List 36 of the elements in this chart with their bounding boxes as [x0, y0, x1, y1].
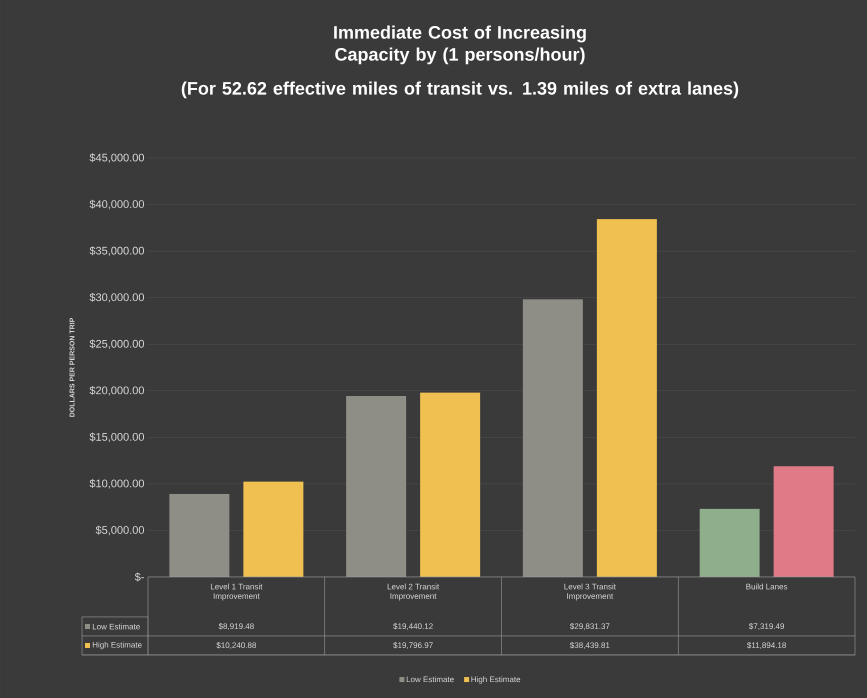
data-label: $38,439.81 — [570, 642, 610, 649]
data-label: $10,240.88 — [216, 642, 256, 649]
y-tick-label: $15,000.00 — [90, 432, 144, 442]
data-label: $19,796.97 — [393, 642, 433, 649]
bar — [522, 299, 583, 577]
bar — [596, 219, 657, 577]
data-label: $7,319.49 — [748, 623, 784, 630]
legend-label: High Estimate — [471, 676, 520, 684]
x-tick-label: Level 2 Transit Improvement — [388, 584, 440, 600]
bar — [346, 396, 406, 577]
text: Low Estimate — [406, 676, 454, 682]
bar — [420, 392, 480, 577]
bar — [243, 482, 304, 577]
y-tick-label: $40,000.00 — [90, 200, 144, 210]
data-label: $11,894.18 — [746, 642, 786, 649]
y-tick-label: $20,000.00 — [90, 386, 144, 396]
data-label: $8,919.48 — [218, 623, 254, 630]
bar — [700, 508, 760, 577]
x-tick-label: Level 3 Transit Improvement — [564, 584, 616, 600]
y-tick-label: $35,000.00 — [90, 246, 144, 256]
chart-title: Immediate Cost of Increasing Capacity by (1 persons/hour) — [334, 26, 586, 64]
bar — [774, 466, 834, 577]
legend-label: Low Estimate — [92, 624, 140, 630]
data-label: $29,831.37 — [570, 623, 610, 630]
y-tick-label: $45,000.00 — [90, 153, 144, 163]
x-tick-label: Level 1 Transit Improvement — [210, 584, 262, 600]
chart-subtitle: (For 52.62 effective miles of transit vs. 1.39 miles of extra lanes) — [182, 82, 738, 98]
y-tick-label: $10,000.00 — [90, 479, 144, 489]
y-tick-label: $5,000.00 — [96, 526, 144, 536]
y-tick-label: $- — [134, 572, 144, 582]
text: High Estimate — [92, 642, 142, 650]
x-tick-label: Build Lanes — [746, 584, 788, 590]
y-tick-label: $25,000.00 — [90, 339, 144, 349]
y-tick-label: $30,000.00 — [90, 292, 144, 302]
bar — [169, 494, 230, 577]
data-label: $19,440.12 — [393, 623, 433, 630]
